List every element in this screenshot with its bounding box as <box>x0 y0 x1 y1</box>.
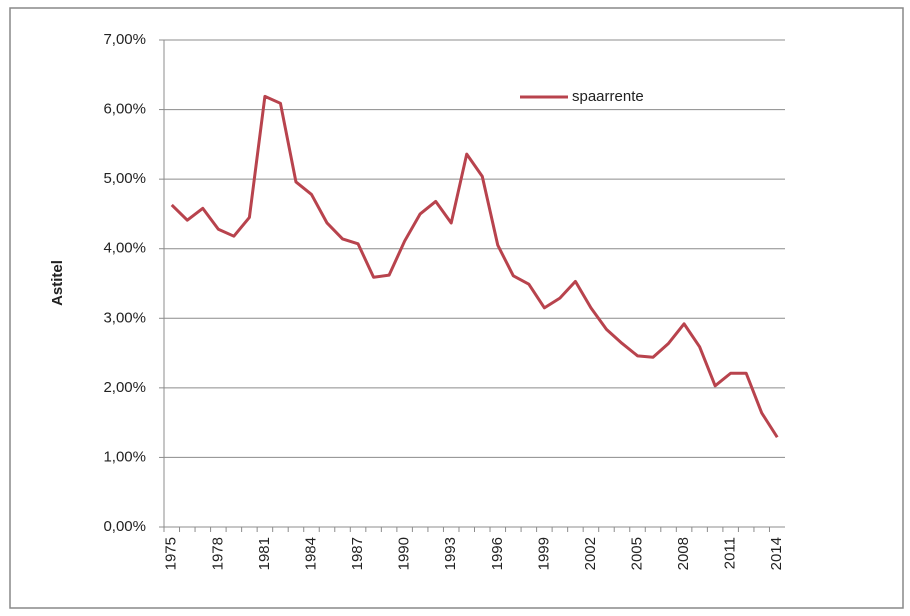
x-tick-label: 2011 <box>722 537 739 569</box>
y-tick-label: 6,00% <box>103 101 146 118</box>
y-tick-label: 0,00% <box>103 518 146 535</box>
x-tick-label: 2002 <box>582 537 599 570</box>
x-tick-label: 1999 <box>535 537 552 570</box>
y-tick-label: 1,00% <box>103 448 146 465</box>
data-line <box>170 94 779 439</box>
x-tick-label: 2014 <box>768 537 785 570</box>
x-tick-label: 1981 <box>256 537 273 570</box>
x-tick-label: 1984 <box>302 537 319 570</box>
legend-label: spaarrente <box>572 88 644 105</box>
x-tick-label: 1975 <box>163 537 180 570</box>
x-tick-label: 1993 <box>442 537 459 570</box>
y-axis-label: Astitel <box>49 260 66 306</box>
x-tick-label: 1990 <box>396 537 413 570</box>
y-tick-label: 7,00% <box>103 31 146 48</box>
x-tick-label: 1987 <box>349 537 366 570</box>
y-tick-label: 2,00% <box>103 379 146 396</box>
y-tick-label: 3,00% <box>103 309 146 326</box>
x-tick-label: 2005 <box>628 537 645 570</box>
y-tick-label: 4,00% <box>103 240 146 257</box>
y-tick-label: 5,00% <box>103 170 146 187</box>
x-tick-label: 2008 <box>675 537 692 570</box>
chart-frame <box>9 7 904 609</box>
x-tick-label: 1996 <box>489 537 506 570</box>
x-tick-label: 1978 <box>209 537 226 570</box>
